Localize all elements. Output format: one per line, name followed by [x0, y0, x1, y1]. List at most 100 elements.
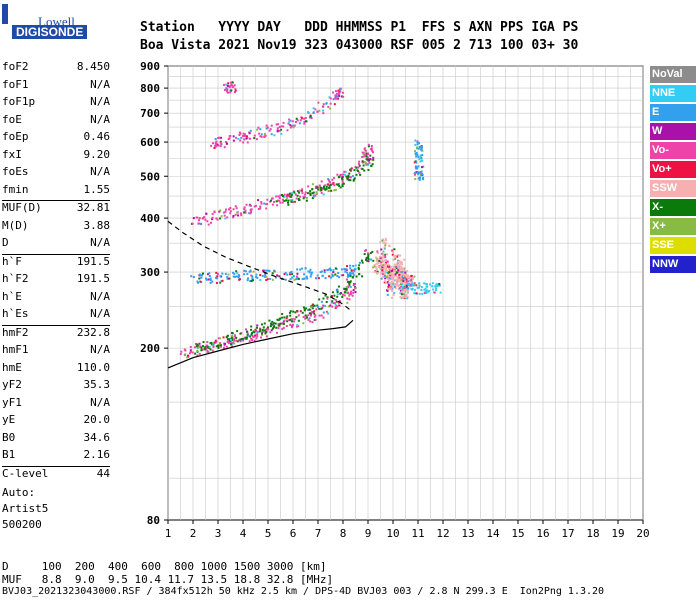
echo-point — [313, 315, 316, 318]
echo-point — [400, 287, 403, 290]
echo-point — [252, 330, 255, 333]
echo-point — [387, 284, 390, 287]
echo-point — [264, 332, 267, 335]
echo-point — [386, 277, 389, 280]
echo-point — [392, 282, 395, 285]
echo-point — [229, 85, 232, 88]
echo-point — [275, 331, 278, 334]
echo-point — [296, 190, 299, 193]
echo-point — [284, 271, 287, 274]
echo-point — [395, 263, 398, 266]
param-name: D — [2, 236, 9, 249]
echo-point — [436, 285, 439, 288]
echo-point — [381, 239, 384, 242]
echo-point — [186, 354, 189, 357]
echo-point — [219, 337, 222, 340]
echo-point — [348, 294, 351, 297]
echo-point — [204, 346, 207, 349]
echo-point — [320, 189, 323, 192]
echo-point — [235, 336, 238, 339]
echo-point — [340, 268, 343, 271]
echo-point — [349, 271, 352, 274]
echo-point — [275, 326, 278, 329]
echo-point — [290, 270, 293, 273]
echo-point — [277, 318, 280, 321]
echo-point — [318, 307, 321, 310]
legend-item-ssw: SSW — [650, 180, 696, 197]
echo-point — [241, 135, 244, 138]
echo-point — [419, 174, 422, 177]
echo-point — [206, 220, 209, 223]
echo-point — [352, 272, 355, 275]
echo-point — [359, 173, 362, 176]
echo-point — [333, 189, 336, 192]
echo-point — [367, 260, 370, 263]
echo-point — [301, 188, 304, 191]
echo-point — [279, 201, 282, 204]
echo-point — [382, 250, 385, 253]
echo-point — [279, 322, 282, 325]
echo-point — [249, 209, 252, 212]
ionogram-chart: 1 2 3 4 5 6 7 8 9 10 11 12 13 14 15 16 17 18 19 20802003004… — [140, 60, 650, 540]
echo-point — [333, 184, 336, 187]
echo-point — [420, 148, 423, 151]
echo-point — [363, 169, 366, 172]
echo-point — [336, 173, 339, 176]
echo-point — [392, 281, 395, 284]
param-row: M(D) 3.88 — [2, 219, 110, 237]
echo-point — [290, 271, 293, 274]
echo-point — [288, 192, 291, 195]
echo-point — [376, 258, 379, 261]
echo-point — [328, 184, 331, 187]
echo-point — [416, 154, 419, 157]
param-value: 35.3 — [83, 378, 111, 391]
echo-point — [257, 207, 260, 210]
echo-point — [380, 277, 383, 280]
echo-point — [339, 300, 342, 303]
echo-point — [393, 270, 396, 273]
echo-point — [349, 264, 352, 267]
echo-point — [249, 279, 252, 282]
echo-point — [383, 274, 386, 277]
echo-point — [283, 316, 286, 319]
echo-point — [410, 276, 413, 279]
echo-point — [437, 284, 440, 287]
param-name: h`F — [2, 254, 22, 268]
echo-point — [225, 345, 228, 348]
echo-point — [405, 278, 408, 281]
echo-point — [420, 170, 423, 173]
param-value: 9.20 — [83, 147, 111, 161]
echo-point — [329, 102, 332, 105]
echo-point — [387, 287, 390, 290]
echo-point — [248, 204, 251, 207]
echo-point — [358, 160, 361, 163]
echo-point — [289, 195, 292, 198]
x-tick-label: 6 — [290, 527, 297, 540]
echo-point — [285, 325, 288, 328]
echo-point — [300, 189, 303, 192]
echo-point — [422, 178, 425, 181]
echo-point — [260, 202, 263, 205]
echo-point — [398, 279, 401, 282]
echo-point — [348, 298, 351, 301]
echo-point — [331, 305, 334, 308]
echo-point — [261, 328, 264, 331]
echo-point — [415, 161, 418, 164]
echo-point — [229, 91, 232, 94]
echo-point — [343, 294, 346, 297]
echo-point — [235, 339, 238, 342]
echo-point — [309, 190, 312, 193]
echo-point — [308, 317, 311, 320]
echo-point — [337, 176, 340, 179]
echo-point — [398, 287, 401, 290]
echo-point — [305, 307, 308, 310]
x-tick-label: 3 — [215, 527, 222, 540]
echo-point — [261, 332, 264, 335]
echo-point — [411, 282, 414, 285]
echo-point — [250, 274, 253, 277]
echo-point — [317, 277, 320, 280]
echo-point — [418, 286, 421, 289]
echo-point — [400, 271, 403, 274]
echo-point — [246, 330, 249, 333]
echo-point — [399, 277, 402, 280]
